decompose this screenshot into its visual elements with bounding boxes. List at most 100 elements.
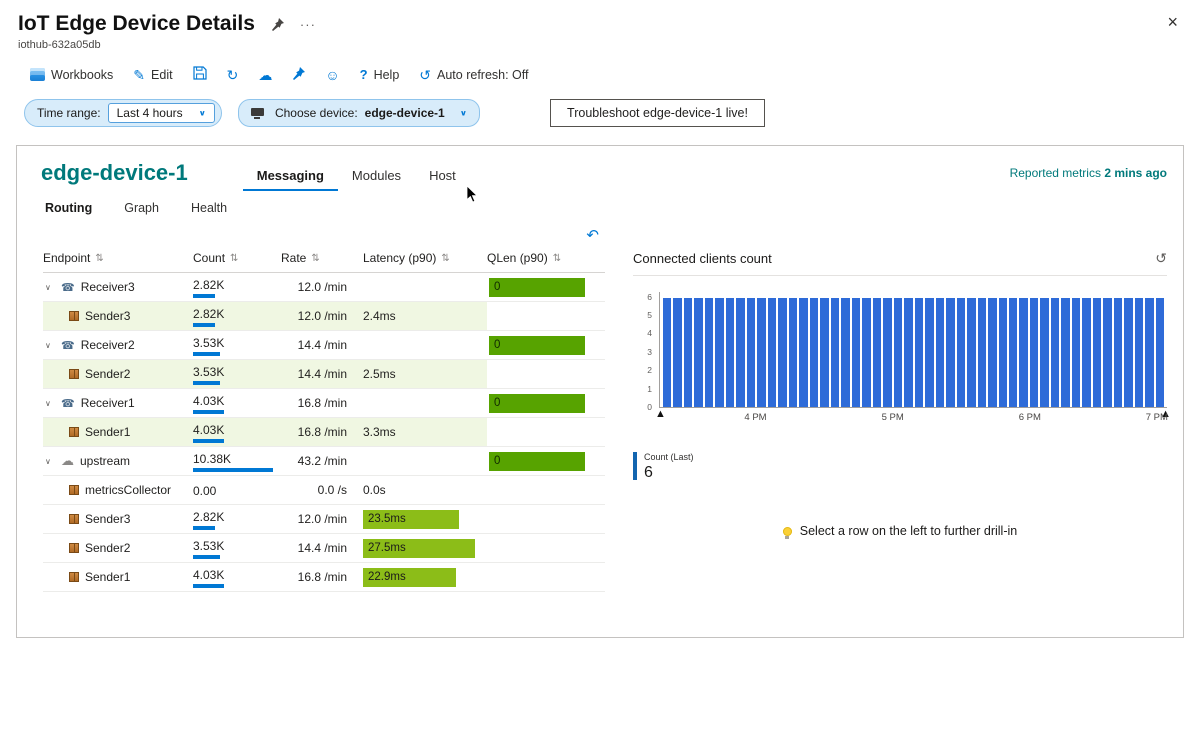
tab-host[interactable]: Host xyxy=(429,168,456,183)
tab-messaging[interactable]: Messaging xyxy=(242,162,338,191)
package-icon xyxy=(69,427,79,437)
rate-cell: 16.8 /min xyxy=(281,418,363,446)
chevron-down-icon[interactable]: ∨ xyxy=(45,282,51,292)
sort-icon[interactable]: ⇅ xyxy=(230,252,239,264)
chart-bar xyxy=(841,297,850,407)
qlen-cell xyxy=(487,418,593,446)
open-source-button[interactable]: ☁ xyxy=(258,68,272,82)
chart-bar xyxy=(767,297,777,407)
workbooks-icon xyxy=(30,68,45,81)
latency-cell: 0.0s xyxy=(363,483,386,497)
chart-bar xyxy=(893,297,903,407)
column-header-qlen-p90-[interactable]: QLen (p90) ⇅ xyxy=(487,251,562,265)
column-header-endpoint[interactable]: Endpoint ⇅ xyxy=(43,251,104,265)
subtab-routing[interactable]: Routing xyxy=(45,201,93,215)
choose-device-select[interactable]: Choose device: edge-device-1 ∨ xyxy=(237,99,481,127)
chart-bar xyxy=(988,297,997,407)
chevron-down-icon[interactable]: ∨ xyxy=(45,398,51,408)
chart-plot[interactable]: ▲ ▲ xyxy=(655,292,1171,420)
chart-bar xyxy=(1113,297,1123,407)
sort-icon[interactable]: ⇅ xyxy=(95,252,104,264)
column-header-latency-p90-[interactable]: Latency (p90) ⇅ xyxy=(363,251,450,265)
chart-bar xyxy=(1019,297,1028,407)
qlen-cell xyxy=(487,534,593,562)
brush-handle-left[interactable]: ▲ xyxy=(655,408,666,420)
chart-bar xyxy=(757,297,766,407)
latency-cell: 2.4ms xyxy=(363,302,487,330)
table-row[interactable]: Sender2 3.53K 14.4 /min 2.5ms xyxy=(43,360,605,389)
count-cell: 2.82K xyxy=(193,505,281,533)
endpoint-cell: ∨ ☎ Receiver2 xyxy=(43,331,193,359)
table-row[interactable]: ∨ ☁ upstream 10.38K 43.2 /min 0 xyxy=(43,447,605,476)
device-details-card: edge-device-1 Messaging Modules Host Repor… xyxy=(16,145,1184,638)
count-cell: 3.53K xyxy=(193,360,281,388)
count-bar xyxy=(193,352,220,357)
workbooks-button[interactable]: Workbooks xyxy=(30,68,113,82)
column-header-count[interactable]: Count ⇅ xyxy=(193,251,239,265)
table-row[interactable]: ∨ ☎ Receiver3 2.82K 12.0 /min 0 xyxy=(43,273,605,302)
time-range-pill[interactable]: Time range: Last 4 hours ∨ xyxy=(24,99,222,127)
legend-label: Count (Last) xyxy=(644,452,694,462)
smiley-icon: ☺ xyxy=(325,66,340,83)
qlen-bar: 0 xyxy=(489,393,585,413)
table-row[interactable]: Sender3 2.82K 12.0 /min 23.5ms xyxy=(43,505,605,534)
page-title: IoT Edge Device Details xyxy=(18,12,255,35)
table-body: ∨ ☎ Receiver3 2.82K 12.0 /min 0 Sender3 2.82K 12… xyxy=(43,273,605,592)
table-row[interactable]: Sender3 2.82K 12.0 /min 2.4ms xyxy=(43,302,605,331)
tab-modules[interactable]: Modules xyxy=(351,168,402,183)
sort-icon[interactable]: ⇅ xyxy=(552,252,562,264)
package-icon xyxy=(69,369,79,379)
y-tick-label: 0 xyxy=(647,402,652,412)
pin-icon[interactable] xyxy=(271,17,284,31)
choose-device-value: edge-device-1 xyxy=(364,106,445,120)
chart-bar xyxy=(694,297,703,407)
history-icon[interactable]: ↺ xyxy=(1155,250,1167,266)
chart-bar xyxy=(830,297,840,407)
sort-icon[interactable]: ⇅ xyxy=(311,252,320,264)
column-header-rate[interactable]: Rate ⇅ xyxy=(281,251,320,265)
count-cell: 4.03K xyxy=(193,418,281,446)
sort-icon[interactable]: ⇅ xyxy=(441,252,450,264)
x-tick-label: 5 PM xyxy=(881,412,904,423)
filter-bar: Time range: Last 4 hours ∨ Choose device… xyxy=(0,99,1200,127)
table-row[interactable]: ∨ ☎ Receiver2 3.53K 14.4 /min 0 xyxy=(43,331,605,360)
feedback-button[interactable]: ☺ xyxy=(325,68,339,82)
latency-cell xyxy=(363,389,487,417)
latency-bar: 27.5ms xyxy=(363,538,475,558)
auto-refresh-icon: ↺ xyxy=(419,66,432,83)
refresh-button[interactable]: ↻ xyxy=(227,68,239,82)
pin-workbook-button[interactable] xyxy=(292,66,306,83)
y-tick-label: 6 xyxy=(647,291,652,302)
undo-icon[interactable]: ↶ xyxy=(586,227,599,244)
table-row[interactable]: Sender2 3.53K 14.4 /min 27.5ms xyxy=(43,534,605,563)
table-row[interactable]: metricsCollector 0.00 0.0 /s 0.0s xyxy=(43,476,605,505)
table-row[interactable]: ∨ ☎ Receiver1 4.03K 16.8 /min 0 xyxy=(43,389,605,418)
chart-bar xyxy=(715,297,724,407)
troubleshoot-button[interactable]: Troubleshoot edge-device-1 live! xyxy=(550,99,765,127)
edit-button[interactable]: ✎ Edit xyxy=(133,66,173,83)
endpoint-name: Sender1 xyxy=(85,425,131,439)
chart-bar xyxy=(704,297,714,407)
chevron-down-icon[interactable]: ∨ xyxy=(45,456,51,466)
help-button[interactable]: ? Help xyxy=(359,67,400,82)
chart-bar xyxy=(1082,297,1091,407)
subtab-health[interactable]: Health xyxy=(190,201,228,215)
time-range-select[interactable]: Last 4 hours ∨ xyxy=(107,103,215,123)
chart-bar xyxy=(683,297,693,407)
chevron-down-icon[interactable]: ∨ xyxy=(45,340,51,350)
qlen-bar: 0 xyxy=(489,451,585,471)
reported-metrics: Reported metrics 2 mins ago xyxy=(1009,166,1167,180)
brush-handle-right[interactable]: ▲ xyxy=(1160,408,1171,420)
endpoint-name: Receiver2 xyxy=(80,338,135,352)
chart-bar xyxy=(883,297,892,407)
count-bar xyxy=(193,294,215,299)
hub-subtitle: iothub-632a05db xyxy=(18,39,101,51)
close-icon[interactable]: × xyxy=(1167,12,1178,32)
auto-refresh-button[interactable]: ↺ Auto refresh: Off xyxy=(419,66,529,83)
table-row[interactable]: Sender1 4.03K 16.8 /min 3.3ms xyxy=(43,418,605,447)
more-options-icon[interactable]: ··· xyxy=(299,16,316,32)
subtab-graph[interactable]: Graph xyxy=(124,201,159,215)
save-button[interactable] xyxy=(192,66,207,83)
table-row[interactable]: Sender1 4.03K 16.8 /min 22.9ms xyxy=(43,563,605,592)
chart-bar xyxy=(998,297,1007,407)
